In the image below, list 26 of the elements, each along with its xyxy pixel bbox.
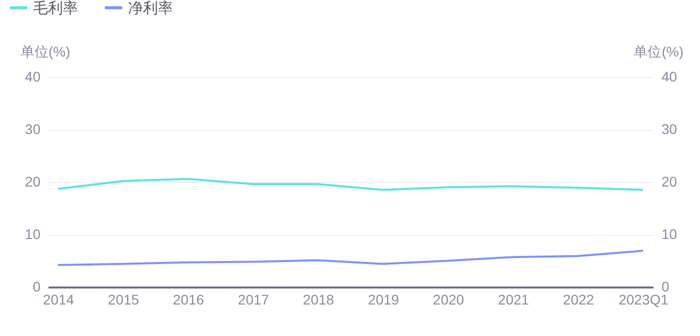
legend-label: 净利率 [128,0,173,17]
y-tick-label: 30 [24,121,41,137]
y2-tick-label: 30 [662,121,678,137]
x-tick-label: 2014 [42,292,74,308]
x-tick-label: 2017 [238,292,270,308]
line-series [57,250,644,266]
x-tick-label: 2021 [498,292,530,308]
y-tick-label: 40 [24,68,41,84]
y2-tick-label: 40 [662,68,678,84]
y-tick-label: 20 [24,174,41,190]
x-tick-label: 2015 [108,292,140,308]
x-tick-label: 2019 [368,292,400,308]
line-series [57,178,644,191]
x-tick-label: 2022 [562,292,594,308]
x-tick-label: 2016 [172,292,204,308]
x-tick-label: 2023Q1 [618,292,669,308]
y2-tick-label: 10 [662,226,678,242]
y2-tick-label: 20 [662,174,678,190]
y2-axis-title: 单位(%) [634,44,684,60]
x-tick-label: 2020 [432,292,464,308]
y-axis-title: 单位(%) [20,44,70,60]
legend-label: 毛利率 [33,0,78,17]
x-tick-label: 2018 [302,292,334,308]
y-tick-label: 0 [32,278,41,294]
y2-tick-label: 0 [662,278,670,294]
y-tick-label: 10 [24,226,41,242]
